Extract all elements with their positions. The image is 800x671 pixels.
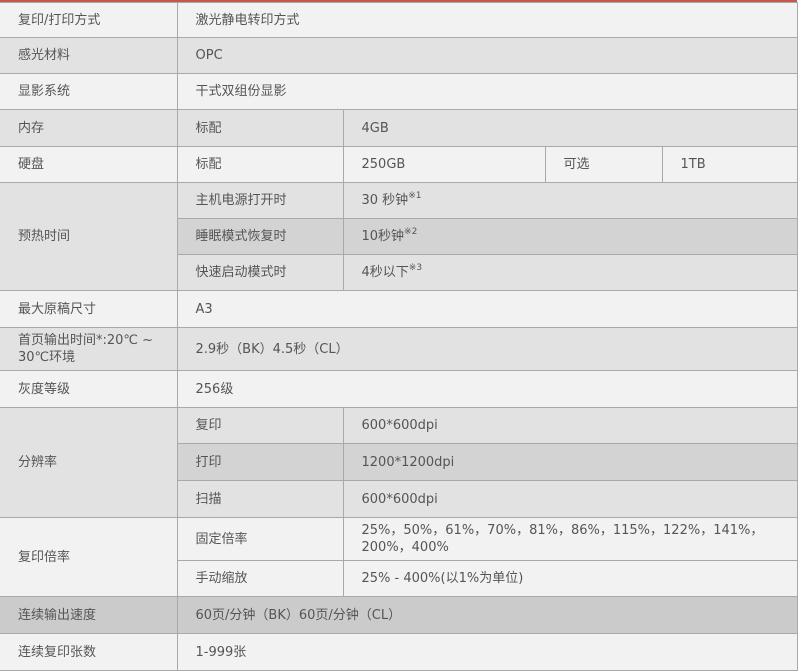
spec-value: 1TB: [661, 146, 798, 183]
table-row: 扫描 600*600dpi: [0, 480, 798, 518]
spec-label: 最大原稿尺寸: [0, 290, 178, 328]
spec-label: 连续复印张数: [0, 633, 178, 671]
spec-value: 250GB: [342, 146, 546, 183]
spec-value: 4秒以下※3: [342, 254, 798, 291]
spec-value: 4GB: [342, 109, 798, 147]
table-row: 睡眠模式恢复时 10秒钟※2: [0, 218, 798, 255]
spec-sub-label: 快速启动模式时: [176, 254, 344, 291]
value-text: 30 秒钟: [361, 193, 409, 208]
table-row: 连续复印张数 1-999张: [0, 633, 798, 671]
spec-value: 2.9秒（BK）4.5秒（CL）: [176, 327, 798, 371]
footnote-mark: ※3: [408, 263, 423, 273]
table-row: 感光材料 OPC: [0, 37, 798, 74]
spec-value: 30 秒钟※1: [342, 182, 798, 219]
table-row: 分辨率 复印 600*600dpi: [0, 407, 798, 518]
table-row: 复印倍率 固定倍率 25%，50%，61%，70%，81%，86%，115%，122…: [0, 517, 798, 597]
table-row: 灰度等级 256级: [0, 370, 798, 408]
spec-label: 显影系统: [0, 73, 178, 110]
spec-value: 25%，50%，61%，70%，81%，86%，115%，122%，141%，2…: [342, 517, 798, 561]
spec-value: 600*600dpi: [342, 480, 798, 518]
spec-label: 灰度等级: [0, 370, 178, 408]
table-row: 显影系统 干式双组份显影: [0, 73, 798, 110]
spec-sub-label: 睡眠模式恢复时: [176, 218, 344, 255]
spec-value: A3: [176, 290, 798, 328]
table-row: 手动缩放 25% - 400%(以1%为单位): [0, 560, 798, 597]
spec-label: 感光材料: [0, 37, 178, 74]
table-row: 连续输出速度 60页/分钟（BK）60页/分钟（CL）: [0, 596, 798, 634]
table-row: 硬盘 标配 250GB 可选 1TB: [0, 146, 798, 183]
spec-label: 内存: [0, 109, 178, 147]
spec-label: 连续输出速度: [0, 596, 178, 634]
table-row: 首页输出时间*:20℃ ~ 30℃环境 2.9秒（BK）4.5秒（CL）: [0, 327, 798, 371]
spec-sub-label: 标配: [176, 146, 344, 183]
spec-value: 10秒钟※2: [342, 218, 798, 255]
spec-label: 分辨率: [0, 407, 178, 518]
table-row: 内存 标配 4GB: [0, 109, 798, 147]
spec-value: 60页/分钟（BK）60页/分钟（CL）: [176, 596, 798, 634]
spec-sub-label: 打印: [176, 443, 344, 481]
table-row: 最大原稿尺寸 A3: [0, 290, 798, 328]
spec-sub-label: 复印: [176, 407, 344, 444]
spec-label: 复印/打印方式: [0, 2, 178, 38]
spec-value: 256级: [176, 370, 798, 408]
spec-sub-label: 手动缩放: [176, 560, 344, 597]
spec-value: 25% - 400%(以1%为单位): [342, 560, 798, 597]
spec-sub-label: 标配: [176, 109, 344, 147]
spec-value: 干式双组份显影: [176, 73, 798, 110]
spec-value: 600*600dpi: [342, 407, 798, 444]
spec-value: 激光静电转印方式: [176, 2, 798, 38]
spec-value: 1200*1200dpi: [342, 443, 798, 481]
spec-sub-label: 扫描: [176, 480, 344, 518]
table-row: 复印/打印方式 激光静电转印方式: [0, 2, 798, 38]
spec-label: 硬盘: [0, 146, 178, 183]
spec-sub-label: 可选: [544, 146, 663, 183]
spec-sub-label: 主机电源打开时: [176, 182, 344, 219]
value-text: 4秒以下: [361, 265, 409, 280]
spec-sub-label: 固定倍率: [176, 517, 344, 561]
spec-label: 首页输出时间*:20℃ ~ 30℃环境: [0, 327, 178, 371]
table-row: 打印 1200*1200dpi: [0, 443, 798, 481]
spec-value: 1-999张: [176, 633, 798, 671]
table-row: 预热时间 主机电源打开时 30 秒钟※1: [0, 182, 798, 291]
footnote-mark: ※2: [404, 227, 418, 237]
spec-value: OPC: [176, 37, 798, 74]
footnote-mark: ※1: [408, 191, 422, 201]
spec-label: 预热时间: [0, 182, 178, 291]
spec-label: 复印倍率: [0, 517, 178, 597]
value-text: 10秒钟: [361, 229, 405, 244]
top-accent-line: [0, 0, 797, 2]
table-row: 快速启动模式时 4秒以下※3: [0, 254, 798, 291]
